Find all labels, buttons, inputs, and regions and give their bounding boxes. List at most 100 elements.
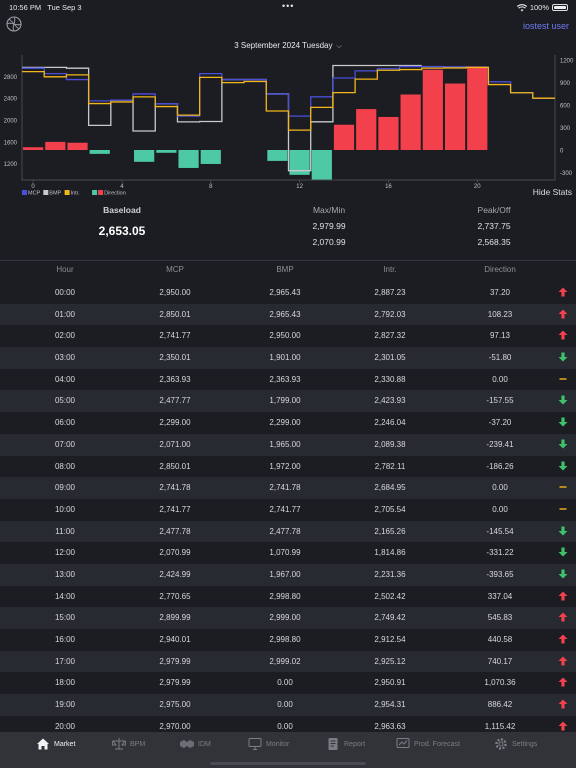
hour-cell: 15:00 <box>54 613 76 623</box>
direction-bar <box>89 150 110 154</box>
y-right-tick-label: 0 <box>560 149 564 155</box>
arrow-down-icon <box>554 417 572 429</box>
table-row[interactable]: 03:00 2,350.01 1,901.00 2,301.05 -51.80 <box>0 347 576 369</box>
arrow-up-icon <box>554 721 572 733</box>
tab-label: IDM <box>198 740 211 748</box>
dash-icon <box>554 482 572 494</box>
y-left-tick-label: 1200 <box>4 162 18 168</box>
date-selector[interactable]: 3 September 2024 Tuesday ⌵ <box>234 41 342 50</box>
tab-label: Market <box>54 740 76 748</box>
direction-cell: 108.23 <box>487 309 513 319</box>
hide-stats-button[interactable]: Hide Stats <box>532 187 572 197</box>
x-tick-label: 20 <box>474 184 481 190</box>
y-left-tick-label: 1600 <box>4 140 18 146</box>
hour-cell: 01:00 <box>54 309 76 319</box>
intr-line <box>22 66 555 131</box>
direction-cell: 0.00 <box>492 374 508 384</box>
bmp-cell: 1,965.00 <box>269 439 301 449</box>
table-row[interactable]: 08:00 2,850.01 1,972.00 2,782.11 -186.26 <box>0 456 576 478</box>
tab-market[interactable]: Market <box>36 737 75 751</box>
hour-cell: 04:00 <box>54 374 76 384</box>
report-icon <box>328 738 338 750</box>
arrow-down-icon <box>554 352 572 364</box>
table-row[interactable]: 18:00 2,979.99 0.00 2,950.91 1,070.36 <box>0 672 576 694</box>
intr-cell: 2,950.91 <box>374 678 406 688</box>
monitor-icon <box>248 738 262 750</box>
baseload-value: 2,653.05 <box>98 224 146 238</box>
x-tick-label: 16 <box>385 184 392 190</box>
bmp-cell: 2,998.80 <box>269 635 301 644</box>
status-time: 10:56 PM Tue Sep 3 <box>9 3 82 12</box>
intr-cell: 2,165.26 <box>374 526 406 536</box>
table-row[interactable]: 07:00 2,071.00 1,965.00 2,089.38 -239.41 <box>0 433 576 456</box>
table-row[interactable]: 16:00 2,940.01 2,998.80 2,912.54 440.58 <box>0 629 576 651</box>
table-row[interactable]: 15:00 2,899.99 2,999.00 2,749.42 545.83 <box>0 607 576 629</box>
table-row[interactable]: 11:00 2,477.78 2,477.78 2,165.26 -145.54 <box>0 520 576 543</box>
mcp-cell: 2,477.77 <box>159 396 191 406</box>
hour-cell: 14:00 <box>54 591 76 601</box>
bmp-cell: 1,901.00 <box>269 353 301 363</box>
multitask-dots[interactable]: ••• <box>282 1 295 11</box>
legend-label: MCP <box>28 191 41 197</box>
tab-monitor[interactable]: Monitor <box>248 737 289 751</box>
table-row[interactable]: 19:00 2,975.00 0.00 2,954.31 886.42 <box>0 694 576 716</box>
arrow-up-icon <box>554 591 572 603</box>
bmp-cell: 2,965.43 <box>269 309 301 319</box>
baseload-label: Baseload <box>103 205 141 215</box>
y-left-tick-label: 2000 <box>4 119 18 125</box>
tab-settings[interactable]: Settings <box>494 737 537 751</box>
tab-label: Report <box>344 740 366 748</box>
max-value: 2,979.99 <box>312 221 346 231</box>
dash-icon <box>554 504 572 516</box>
mcp-cell: 2,350.01 <box>159 353 191 363</box>
tab-idm[interactable]: IDM <box>180 737 211 751</box>
tab-label: Prod. Forecast <box>414 740 460 748</box>
direction-cell: -331.22 <box>486 548 514 558</box>
hour-cell: 07:00 <box>54 439 76 449</box>
table-row[interactable]: 02:00 2,741.77 2,950.00 2,827.32 97.13 <box>0 325 576 347</box>
bmp-cell: 2,999.00 <box>269 613 301 623</box>
peakoff-stat: Peak/Off 2,737.75 2,568.35 <box>444 205 544 247</box>
table-row[interactable]: 00:00 2,950.00 2,965.43 2,887.23 37.20 <box>0 282 576 304</box>
table-row[interactable]: 13:00 2,424.99 1,967.00 2,231.36 -393.65 <box>0 563 576 586</box>
table-row[interactable]: 20:00 2,970.00 0.00 2,963.63 1,115.42 <box>0 716 576 738</box>
divider <box>0 260 576 261</box>
table-row[interactable]: 04:00 2,363.93 2,363.93 2,330.88 0.00 <box>0 369 576 391</box>
y-right-tick-label: 900 <box>560 81 571 87</box>
arrow-up-icon <box>554 677 572 689</box>
table-row[interactable]: 05:00 2,477.77 1,799.00 2,423.93 -157.55 <box>0 390 576 413</box>
hour-cell: 11:00 <box>55 526 75 536</box>
intr-cell: 2,925.12 <box>374 656 406 666</box>
table-row[interactable]: 09:00 2,741.78 2,741.78 2,684.95 0.00 <box>0 477 576 499</box>
peak-value: 2,737.75 <box>477 221 511 231</box>
forecast-icon <box>396 738 410 748</box>
direction-bar <box>422 69 443 150</box>
table-row[interactable]: 01:00 2,850.01 2,965.43 2,792.03 108.23 <box>0 303 576 326</box>
mcp-cell: 2,741.78 <box>159 483 191 493</box>
tab-prod-forecast[interactable]: Prod. Forecast <box>396 737 460 751</box>
intr-cell: 2,246.04 <box>374 418 406 428</box>
status-bar: 10:56 PM Tue Sep 3 ••• 100% <box>0 0 576 14</box>
intr-cell: 2,684.95 <box>374 483 406 493</box>
table-row[interactable]: 06:00 2,299.00 2,299.00 2,246.04 -37.20 <box>0 412 576 434</box>
bmp-cell: 2,741.77 <box>269 504 301 514</box>
table-row[interactable]: 14:00 2,770.65 2,998.80 2,502.42 337.04 <box>0 586 576 608</box>
direction-cell: 440.58 <box>487 635 513 644</box>
direction-cell: -51.80 <box>488 353 512 363</box>
direction-cell: -239.41 <box>486 439 514 449</box>
direction-bar <box>67 142 88 150</box>
table-row[interactable]: 12:00 2,070.99 1,070.99 1,814.86 -331.22 <box>0 542 576 564</box>
x-tick-label: 0 <box>31 184 35 190</box>
stats-panel: Baseload 2,653.05 Max/Min 2,979.99 2,070… <box>0 205 576 261</box>
tab-bpm[interactable]: BPM <box>112 737 145 751</box>
table-row[interactable]: 17:00 2,979.99 2,999.02 2,925.12 740.17 <box>0 650 576 673</box>
arrow-up-icon <box>554 330 572 342</box>
bmp-cell: 2,999.02 <box>269 656 301 666</box>
mcp-cell: 2,940.01 <box>159 635 191 644</box>
arrow-down-icon <box>554 395 572 407</box>
table-row[interactable]: 10:00 2,741.77 2,741.77 2,705.54 0.00 <box>0 499 576 521</box>
bmp-cell: 1,967.00 <box>269 569 301 579</box>
tab-report[interactable]: Report <box>326 737 365 751</box>
user-button[interactable]: iostest user <box>522 21 569 31</box>
mcp-cell: 2,850.01 <box>159 309 191 319</box>
